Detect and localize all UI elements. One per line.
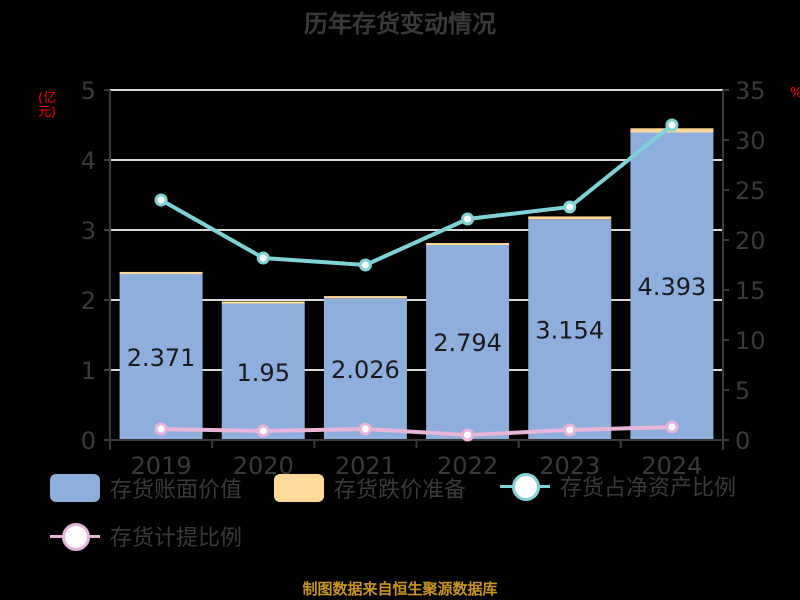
point-provision-ratio: [256, 424, 270, 438]
bar-value-label: 2.794: [433, 329, 502, 357]
provision-swatch-icon: [274, 474, 324, 502]
bar-book-value: [323, 298, 407, 440]
data-labels: 2.371 1.95 2.026 2.794 3.154 4.393: [127, 273, 707, 387]
data-source-note: 制图数据来自恒生聚源数据库: [302, 580, 498, 598]
right-tick-label: 25: [735, 177, 766, 205]
left-tick-label: 0: [81, 427, 96, 455]
right-tick-label: 0: [735, 427, 750, 455]
bar-series: [119, 128, 714, 441]
left-tick-label: 3: [81, 217, 96, 245]
legend-item-book-value[interactable]: 存货账面价值: [50, 472, 242, 504]
bar-provision: [221, 301, 305, 304]
point-provision-ratio: [358, 422, 372, 436]
chart-title: 历年存货变动情况: [304, 10, 496, 38]
point-ratio-net-assets: [563, 200, 577, 214]
point-ratio-net-assets: [461, 212, 475, 226]
bar-value-label: 1.95: [237, 359, 290, 387]
right-tick-label: 35: [735, 77, 766, 105]
point-provision-ratio: [563, 423, 577, 437]
bar-provision: [323, 296, 407, 299]
line-ratio-net-assets: [160, 123, 674, 268]
right-tick-label: 20: [735, 227, 766, 255]
point-ratio-net-assets: [256, 251, 270, 265]
legend-item-provision-ratio[interactable]: 存货计提比例: [50, 520, 242, 552]
left-tick-label: 5: [81, 77, 96, 105]
book-value-swatch-icon: [50, 474, 100, 502]
left-tick-label: 4: [81, 147, 96, 175]
right-tick-label: 30: [735, 127, 766, 155]
right-axis-unit: %: [790, 86, 800, 101]
right-tick-label: 5: [735, 377, 750, 405]
point-provision-ratio: [461, 428, 475, 442]
bar-book-value: [630, 132, 714, 441]
bar-book-value: [528, 219, 612, 440]
bar-book-value: [221, 303, 305, 440]
point-ratio-net-assets: [665, 118, 679, 132]
legend-item-ratio-net-assets[interactable]: 存货占净资产比例: [500, 470, 736, 502]
left-axis-unit: (亿元): [38, 91, 57, 120]
left-tick-label: 2: [81, 287, 96, 315]
point-ratio-net-assets: [154, 193, 168, 207]
point-provision-ratio: [154, 422, 168, 436]
point-ratio-net-assets: [358, 258, 372, 272]
bar-book-value: [426, 244, 510, 440]
right-tick-label: 10: [735, 327, 766, 355]
bar-value-label: 4.393: [638, 273, 707, 301]
x-tick-label: 2019: [131, 452, 192, 480]
legend-item-provision[interactable]: 存货跌价准备: [274, 472, 466, 504]
x-tick-label: 2024: [641, 452, 702, 480]
line-provision-ratio: [161, 425, 672, 438]
bar-value-label: 3.154: [535, 317, 604, 345]
provision-ratio-line-icon: [50, 521, 100, 551]
x-tick-label: 2023: [539, 452, 600, 480]
ratio-net-assets-line-icon: [500, 471, 550, 501]
bar-book-value: [119, 274, 203, 440]
bar-value-label: 2.371: [127, 344, 196, 372]
bar-provision: [426, 243, 510, 246]
left-tick-label: 1: [81, 357, 96, 385]
bar-provision: [119, 271, 203, 275]
x-tick-label: 2021: [335, 452, 396, 480]
x-tick-label: 2022: [437, 452, 498, 480]
bar-provision: [528, 216, 612, 220]
bar-value-label: 2.026: [331, 356, 400, 384]
line-series: [154, 118, 679, 442]
point-provision-ratio: [665, 420, 679, 434]
right-tick-label: 15: [735, 277, 766, 305]
